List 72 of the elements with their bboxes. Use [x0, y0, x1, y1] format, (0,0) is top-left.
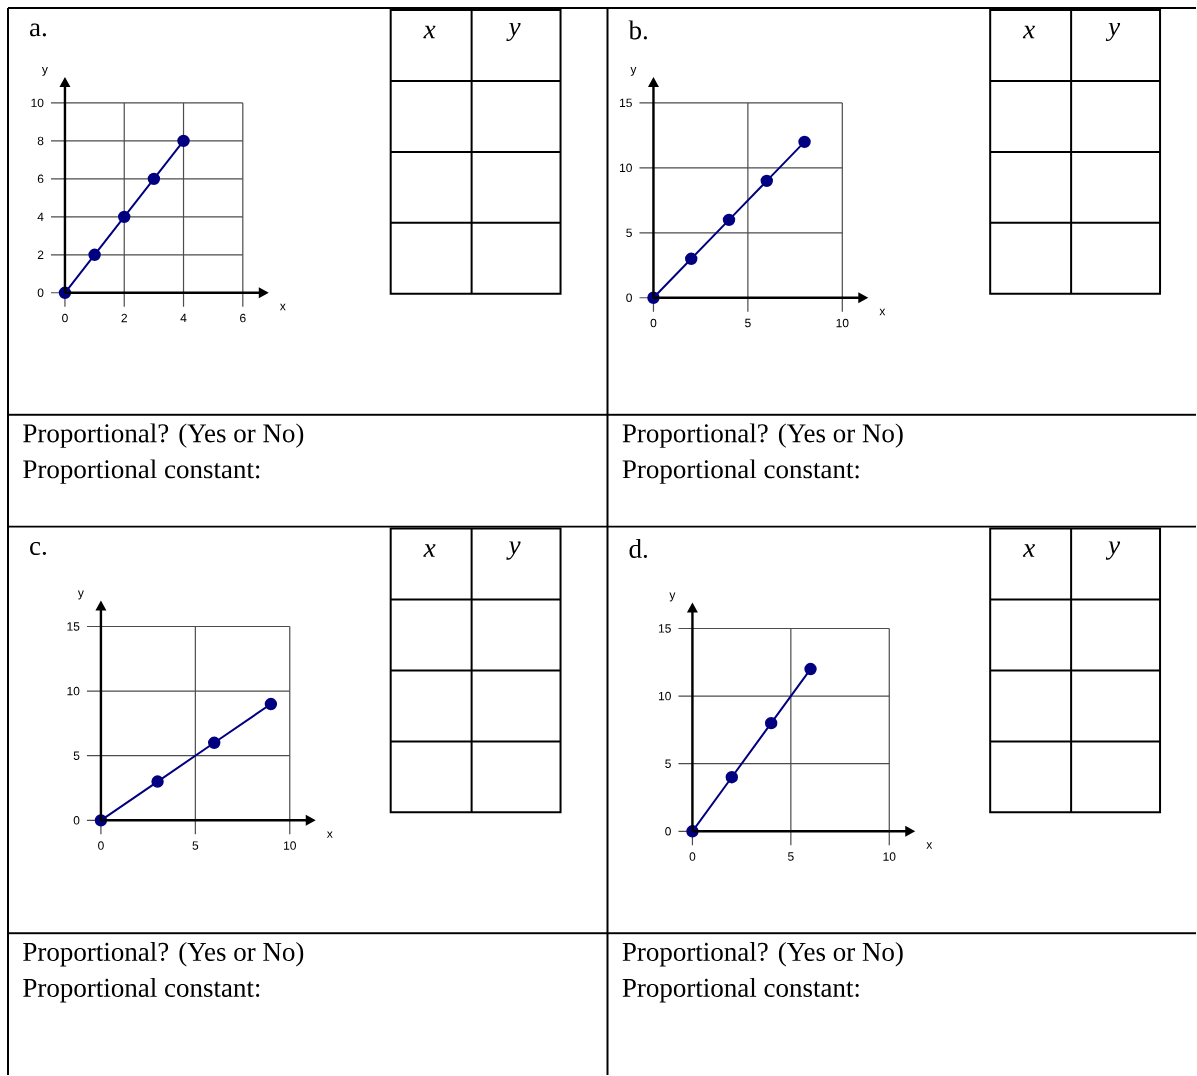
- x-tick-label: 4: [180, 313, 187, 323]
- chart-title: c.: [30, 541, 46, 556]
- text: Proportional? (Yes or No): [23, 941, 304, 967]
- y-axis-title: y: [77, 590, 84, 600]
- x-tick-label: 5: [745, 318, 751, 328]
- y-tick-label: 15: [67, 622, 80, 631]
- chart-title: b.: [628, 20, 647, 40]
- y-tick-label: 6: [37, 174, 44, 184]
- y-axis-title: y: [630, 67, 637, 76]
- point: [722, 213, 736, 226]
- text: y: [1105, 22, 1121, 42]
- chart-title: d.: [629, 538, 647, 559]
- y-tick-label: 10: [658, 691, 671, 701]
- x-tick-label: 0: [98, 841, 104, 850]
- text: Proportional constant:: [23, 977, 260, 1003]
- text: Proportional? (Yes or No): [622, 423, 903, 448]
- text: x: [423, 25, 436, 39]
- point: [151, 775, 164, 788]
- text: Proportional? (Yes or No): [622, 941, 903, 967]
- text: Proportional constant:: [23, 459, 260, 484]
- text: x: [1022, 25, 1035, 39]
- text: Proportional constant:: [622, 459, 859, 484]
- y-tick-label: 8: [37, 136, 44, 146]
- x-tick-label: 10: [883, 852, 896, 861]
- y-tick-label: 5: [73, 751, 80, 760]
- x-tick-label: 0: [689, 852, 696, 861]
- y-tick-label: 4: [37, 212, 44, 221]
- text: y: [506, 22, 521, 42]
- text: Proportional? (Yes or No): [23, 423, 304, 448]
- y-tick-label: 0: [37, 288, 44, 297]
- point: [118, 210, 131, 223]
- y-tick-label: 10: [67, 686, 80, 696]
- x-axis-title: x: [879, 308, 886, 316]
- y-tick-label: 2: [37, 250, 44, 259]
- text: x: [423, 544, 436, 557]
- text: y: [1105, 541, 1121, 560]
- y-tick-label: 0: [73, 816, 80, 825]
- y-tick-label: 10: [619, 163, 632, 173]
- y-tick-label: 15: [619, 98, 632, 108]
- y-tick-label: 5: [626, 228, 632, 237]
- y-tick-label: 5: [665, 759, 671, 768]
- y-tick-label: 10: [31, 98, 44, 108]
- point: [804, 662, 817, 676]
- x-tick-label: 5: [787, 852, 794, 861]
- point: [685, 252, 698, 265]
- x-axis-title: x: [279, 303, 286, 311]
- y-axis-title: y: [41, 67, 48, 76]
- text: x: [1022, 544, 1035, 557]
- text: Proportional constant:: [622, 977, 859, 1003]
- point: [88, 248, 101, 261]
- point: [798, 135, 811, 149]
- y-tick-label: 0: [665, 827, 671, 836]
- y-tick-label: 15: [658, 624, 671, 633]
- point: [764, 716, 778, 730]
- point: [760, 174, 773, 187]
- y-tick-label: 0: [626, 293, 632, 302]
- text: y: [506, 541, 521, 560]
- x-tick-label: 0: [650, 318, 657, 328]
- point: [147, 172, 161, 185]
- y-axis-title: y: [669, 592, 676, 602]
- x-tick-label: 10: [836, 318, 849, 328]
- point: [208, 736, 221, 749]
- x-tick-label: 5: [192, 841, 199, 850]
- x-tick-label: 2: [121, 313, 127, 323]
- x-axis-title: x: [326, 831, 333, 838]
- point: [264, 697, 278, 711]
- chart-title: a.: [29, 23, 46, 37]
- point: [725, 770, 738, 784]
- x-tick-label: 10: [284, 841, 296, 850]
- point: [177, 134, 190, 148]
- x-tick-label: 6: [240, 313, 246, 323]
- x-axis-title: x: [926, 842, 933, 849]
